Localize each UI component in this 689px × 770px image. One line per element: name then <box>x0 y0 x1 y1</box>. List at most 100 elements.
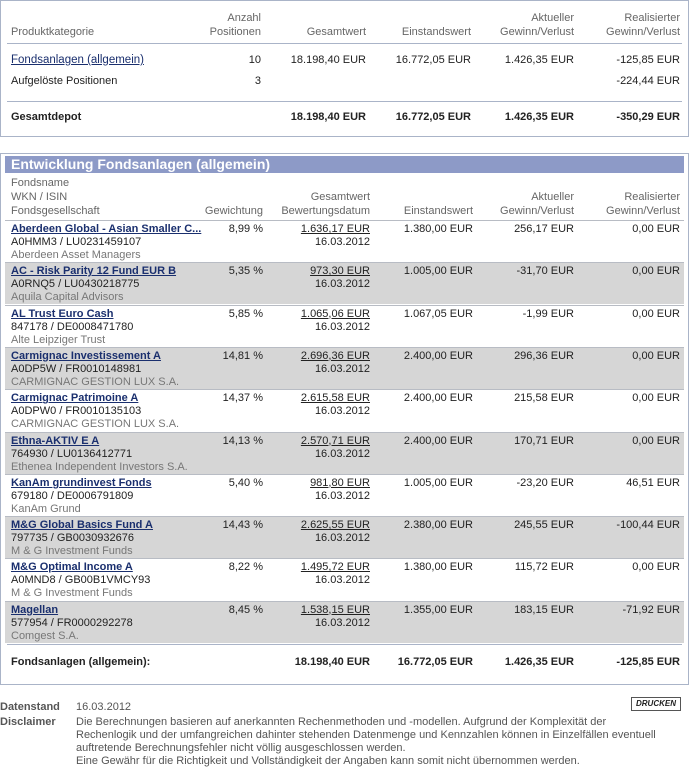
header-realized-gain-line2: Gewinn/Verlust <box>606 26 680 38</box>
fund-value-link[interactable]: 981,80 EUR <box>310 476 370 489</box>
fund-company: CARMIGNAC GESTION LUX S.A. <box>11 418 180 431</box>
panel-title: Entwicklung Fondsanlagen (allgemein) <box>5 156 684 173</box>
fund-name-link[interactable]: Aberdeen Global - Asian Smaller C... <box>11 223 202 235</box>
fund-company: M & G Investment Funds <box>11 545 133 558</box>
fund-realized-gain: 0,00 EUR <box>632 265 680 278</box>
fund-weight: 5,85 % <box>228 307 263 320</box>
fund-current-gain: 115,72 EUR <box>514 561 574 574</box>
header-fund-company: Fondsgesellschaft <box>11 205 100 217</box>
fund-row: AC - Risk Parity 12 Fund EUR B A0RNQ5 / L… <box>5 262 684 305</box>
fund-wkn-isin: 847178 / DE0008471780 <box>11 320 134 333</box>
header-wkn-isin: WKN / ISIN <box>11 191 68 203</box>
fund-realized-gain: 0,00 EUR <box>632 434 680 447</box>
fund-cost-value: 2.400,00 EUR <box>403 349 473 362</box>
header-realized-gain-line1: Realisierter <box>624 12 680 24</box>
fund-name-link[interactable]: AL Trust Euro Cash <box>11 307 114 320</box>
fund-name-link[interactable]: Ethna-AKTIV E A <box>11 434 100 447</box>
fund-company: Aberdeen Asset Managers <box>11 249 141 261</box>
fund-value-link[interactable]: 2.625,55 EUR <box>300 519 370 532</box>
fund-value-link[interactable]: 1.636,17 EUR <box>300 223 370 235</box>
fund-wkn-isin: A0RNQ5 / LU0430218775 <box>11 278 140 291</box>
fund-cost-value: 1.067,05 EUR <box>403 307 473 320</box>
fund-cost-value: 1.380,00 EUR <box>403 223 473 235</box>
fund-total-divider <box>7 644 682 645</box>
fund-name-link[interactable]: AC - Risk Parity 12 Fund EUR B <box>11 265 177 278</box>
fund-name-link[interactable]: KanAm grundinvest Fonds <box>11 476 152 489</box>
fund-total-realized-gain: -125,85 EUR <box>616 656 680 668</box>
total-depot-current-gain: 1.426,35 EUR <box>504 111 574 123</box>
total-depot-label: Gesamtdepot <box>11 111 82 123</box>
fund-row: Ethna-AKTIV E A 764930 / LU0136412771 Ethe… <box>5 431 684 474</box>
fund-wkn-isin: 577954 / FR0000292278 <box>11 616 133 629</box>
fund-current-gain: -1,99 EUR <box>522 307 574 320</box>
realized-gain: -125,85 EUR <box>616 54 680 66</box>
fund-realized-gain: 0,00 EUR <box>632 307 680 320</box>
header-realized-gain-line1: Realisierter <box>624 191 680 203</box>
fund-realized-gain: 0,00 EUR <box>632 392 680 405</box>
fund-current-gain: 256,17 EUR <box>514 223 574 235</box>
fund-weight: 8,99 % <box>228 223 263 235</box>
fund-company: Ethenea Independent Investors S.A. <box>11 460 188 473</box>
fund-current-gain: 296,36 EUR <box>514 349 574 362</box>
fund-name-link[interactable]: M&G Global Basics Fund A <box>11 519 153 532</box>
fund-wkn-isin: A0DP5W / FR0010148981 <box>11 362 142 375</box>
fund-valuation-date: 16.03.2012 <box>314 616 370 629</box>
fund-total-label: Fondsanlagen (allgemein): <box>11 656 151 668</box>
fund-valuation-date: 16.03.2012 <box>314 236 370 248</box>
header-valuation-date: Bewertungsdatum <box>281 205 370 217</box>
fund-company: Alte Leipziger Trust <box>11 333 106 346</box>
fund-value-link[interactable]: 1.495,72 EUR <box>300 561 370 574</box>
print-button[interactable]: DRUCKEN <box>631 697 681 711</box>
fund-weight: 14,43 % <box>222 519 263 532</box>
fund-row: M&G Global Basics Fund A 797735 / GB00309… <box>5 516 684 559</box>
disclaimer-line: Eine Gewähr für die Richtigkeit und Voll… <box>76 755 580 767</box>
cost-value: 16.772,05 EUR <box>395 54 471 66</box>
fund-weight: 5,35 % <box>228 265 263 278</box>
fund-row: Carmignac Patrimoine A A0DPW0 / FR0010135… <box>5 389 684 431</box>
fund-valuation-date: 16.03.2012 <box>314 405 370 418</box>
category-link-fondsanlagen[interactable]: Fondsanlagen (allgemein) <box>11 54 144 66</box>
fund-weight: 14,81 % <box>222 349 263 362</box>
fund-company: Aquila Capital Advisors <box>11 291 124 304</box>
disclaimer-line: Rechenlogik und der umfangreichen dahint… <box>76 729 656 741</box>
fund-valuation-date: 16.03.2012 <box>314 447 370 460</box>
header-category: Produktkategorie <box>11 26 95 38</box>
fund-row: Aberdeen Global - Asian Smaller C... A0HM… <box>5 220 684 262</box>
fund-valuation-date: 16.03.2012 <box>314 489 370 502</box>
fund-wkn-isin: 679180 / DE0006791809 <box>11 489 134 502</box>
fund-cost-value: 2.400,00 EUR <box>403 434 473 447</box>
fund-weight: 8,22 % <box>228 561 263 574</box>
fund-valuation-date: 16.03.2012 <box>314 320 370 333</box>
fund-current-gain: 245,55 EUR <box>514 519 574 532</box>
fund-name-link[interactable]: M&G Optimal Income A <box>11 561 133 574</box>
fund-total-current-gain: 1.426,35 EUR <box>504 656 574 668</box>
fund-realized-gain: 0,00 EUR <box>632 349 680 362</box>
disclaimer-line: auftretende Berechnungsfehler nicht völl… <box>76 742 406 754</box>
total-depot-realized-gain: -350,29 EUR <box>616 111 680 123</box>
header-weight: Gewichtung <box>204 205 263 217</box>
current-gain: 1.426,35 EUR <box>504 54 574 66</box>
category-dissolved-positions: Aufgelöste Positionen <box>11 75 118 87</box>
fund-value-link[interactable]: 973,30 EUR <box>310 265 370 278</box>
header-current-gain-line2: Gewinn/Verlust <box>500 205 574 217</box>
fund-development-panel: Entwicklung Fondsanlagen (allgemein) Fon… <box>0 153 689 685</box>
fund-value-link[interactable]: 1.538,15 EUR <box>300 603 370 616</box>
fund-value-link[interactable]: 2.570,71 EUR <box>300 434 370 447</box>
fund-value-link[interactable]: 2.615,58 EUR <box>300 392 370 405</box>
fund-name-link[interactable]: Carmignac Investissement A <box>11 349 161 362</box>
fund-value-link[interactable]: 1.065,06 EUR <box>300 307 370 320</box>
data-date-value: 16.03.2012 <box>76 701 132 713</box>
header-total-value: Gesamtwert <box>306 26 366 38</box>
fund-name-link[interactable]: Magellan <box>11 603 59 616</box>
fund-valuation-date: 16.03.2012 <box>314 362 370 375</box>
fund-name-link[interactable]: Carmignac Patrimoine A <box>11 392 139 405</box>
header-total-value: Gesamtwert <box>310 191 370 203</box>
fund-wkn-isin: A0MND8 / GB00B1VMCY93 <box>11 574 151 587</box>
fund-company: M & G Investment Funds <box>11 587 133 600</box>
fund-wkn-isin: A0HMM3 / LU0231459107 <box>11 236 142 248</box>
header-positions-line1: Anzahl <box>227 12 261 24</box>
fund-realized-gain: 46,51 EUR <box>626 476 680 489</box>
fund-value-link[interactable]: 2.696,36 EUR <box>300 349 370 362</box>
fund-row: M&G Optimal Income A A0MND8 / GB00B1VMCY9… <box>5 558 684 600</box>
fund-weight: 5,40 % <box>228 476 263 489</box>
